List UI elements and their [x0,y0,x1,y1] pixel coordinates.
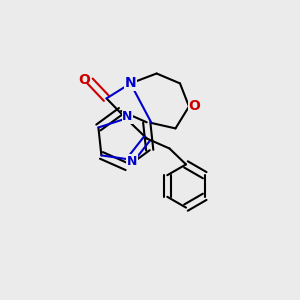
Text: O: O [188,100,200,113]
Text: N: N [125,76,136,90]
Text: N: N [127,154,137,168]
Text: O: O [79,73,91,86]
Text: N: N [122,110,133,124]
